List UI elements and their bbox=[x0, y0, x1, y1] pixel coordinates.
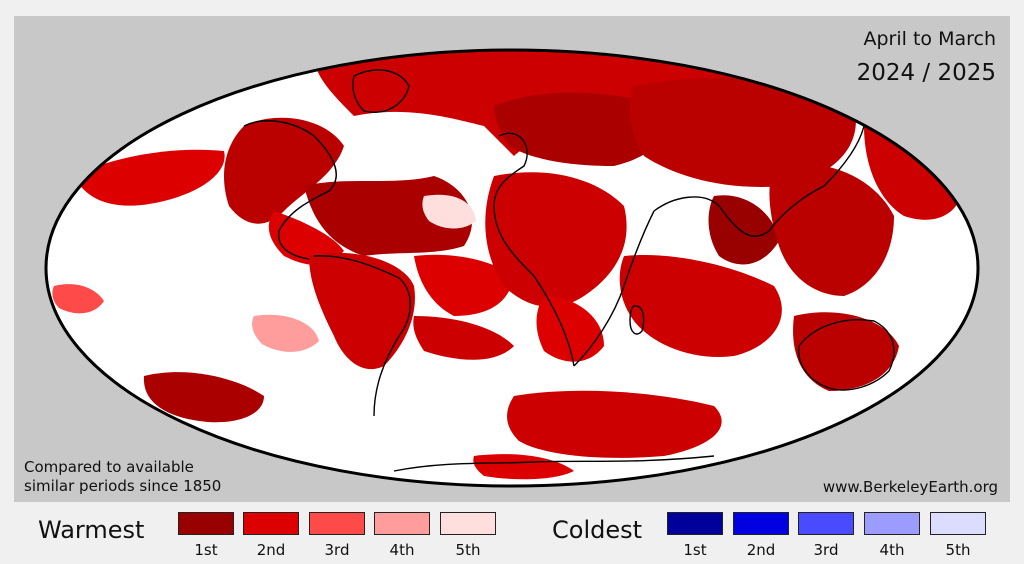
south-atlantic-warm bbox=[413, 316, 514, 360]
legend-warm-label-3: 3rd bbox=[324, 541, 350, 559]
europe-africa-coast bbox=[493, 132, 575, 367]
light-warm-patch-1 bbox=[252, 314, 319, 352]
legend-warm-swatch-4 bbox=[374, 512, 430, 535]
tropical-atlantic-warm bbox=[414, 254, 514, 316]
comparison-note: Compared to available similar periods si… bbox=[24, 458, 284, 496]
legend-warm-label-4: 4th bbox=[389, 541, 415, 559]
africa-south-warm bbox=[536, 296, 604, 362]
australia-warm bbox=[793, 312, 899, 391]
legend-cold-swatch-1 bbox=[667, 512, 723, 535]
madagascar-coast bbox=[629, 305, 645, 335]
coastlines bbox=[243, 69, 895, 472]
australia-coast bbox=[797, 319, 895, 391]
light-warm-patch-2 bbox=[422, 194, 476, 229]
antarctic-warm bbox=[473, 454, 574, 480]
legend-warm-swatch-5 bbox=[440, 512, 496, 535]
title-period: April to March bbox=[863, 28, 997, 50]
legend-cold-swatch-4 bbox=[864, 512, 920, 535]
legend-cold-swatch-3 bbox=[798, 512, 854, 535]
legend-cold-label-4: 4th bbox=[879, 541, 905, 559]
asia-coast bbox=[653, 125, 865, 237]
legend-warm-swatch-1 bbox=[178, 512, 234, 535]
indian-ocean-warm bbox=[619, 255, 782, 357]
legend-cold-swatch-5 bbox=[930, 512, 986, 535]
source-url[interactable]: www.BerkeleyEarth.org bbox=[822, 478, 998, 496]
siberia-warm bbox=[629, 77, 856, 187]
southeast-asia-warm bbox=[769, 163, 894, 296]
legend-warm-label-1: 1st bbox=[194, 541, 218, 559]
greenland-coast bbox=[352, 69, 410, 113]
legend-cold-label-5: 5th bbox=[945, 541, 971, 559]
north-pacific-warm bbox=[74, 149, 225, 206]
legend-cold-title: Coldest bbox=[552, 516, 643, 544]
east-pacific-warm bbox=[52, 284, 104, 314]
comparison-note-line2: similar periods since 1850 bbox=[24, 477, 222, 495]
legend-warm-label-2: 2nd bbox=[256, 541, 286, 559]
north-america-coast bbox=[243, 120, 337, 260]
legend-warm-swatch-3 bbox=[309, 512, 365, 535]
world-map bbox=[44, 48, 980, 488]
legend-cold-label-3: 3rd bbox=[813, 541, 839, 559]
india-warm bbox=[708, 195, 779, 265]
title-years: 2024 / 2025 bbox=[856, 60, 996, 86]
legend-cold-label-1: 1st bbox=[683, 541, 707, 559]
comparison-note-line1: Compared to available bbox=[24, 458, 194, 476]
africa-east-coast bbox=[573, 210, 655, 367]
europe-warm bbox=[494, 92, 667, 166]
north-america-warm bbox=[224, 117, 344, 224]
south-america-warm bbox=[309, 252, 415, 370]
legend-warm-swatch-2 bbox=[243, 512, 299, 535]
globe-outline bbox=[44, 48, 980, 488]
legend-cold-label-2: 2nd bbox=[746, 541, 776, 559]
africa-warm bbox=[485, 172, 627, 307]
anomaly-rank-layer bbox=[52, 50, 964, 480]
antarctica-coast bbox=[393, 455, 715, 472]
legend-warm-label-5: 5th bbox=[455, 541, 481, 559]
legend-cold-swatch-2 bbox=[733, 512, 789, 535]
legend-warm-title: Warmest bbox=[38, 516, 145, 544]
southern-ocean-warm bbox=[507, 390, 722, 458]
south-america-coast bbox=[313, 255, 411, 417]
map-panel: April to March 2024 / 2025 Compared to a… bbox=[14, 16, 1010, 502]
south-pacific-warm bbox=[143, 372, 264, 423]
